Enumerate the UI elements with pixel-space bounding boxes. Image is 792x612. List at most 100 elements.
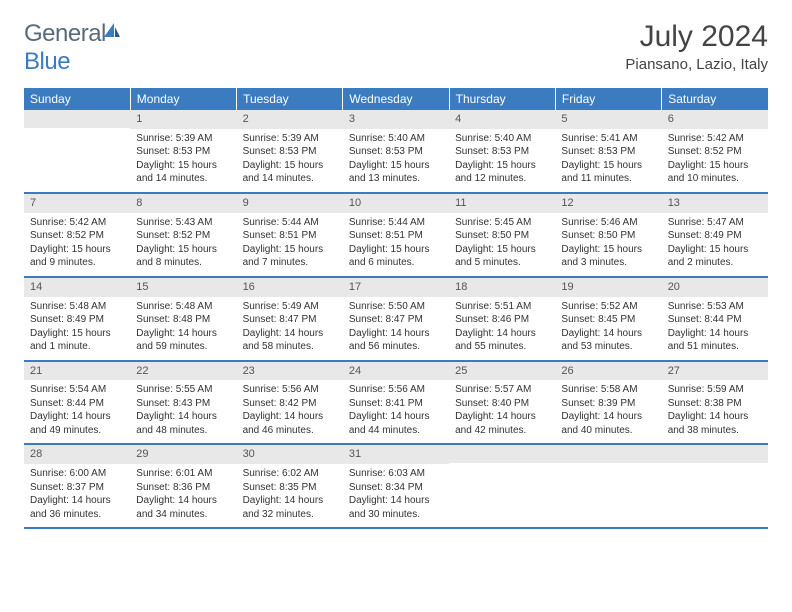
day-number: 12: [555, 194, 661, 213]
sunset-text: Sunset: 8:38 PM: [668, 397, 762, 411]
daylight-text-1: Daylight: 14 hours: [243, 410, 337, 424]
daylight-text-1: Daylight: 14 hours: [561, 327, 655, 341]
sunrise-text: Sunrise: 6:00 AM: [30, 467, 124, 481]
daylight-text-2: and 5 minutes.: [455, 256, 549, 270]
day-body: Sunrise: 5:57 AMSunset: 8:40 PMDaylight:…: [449, 380, 555, 443]
day-header: Saturday: [662, 88, 768, 110]
sunset-text: Sunset: 8:53 PM: [136, 145, 230, 159]
sunrise-text: Sunrise: 5:39 AM: [136, 132, 230, 146]
sunset-text: Sunset: 8:42 PM: [243, 397, 337, 411]
daylight-text-1: Daylight: 15 hours: [561, 243, 655, 257]
daylight-text-1: Daylight: 14 hours: [136, 327, 230, 341]
sunset-text: Sunset: 8:34 PM: [349, 481, 443, 495]
daylight-text-2: and 32 minutes.: [243, 508, 337, 522]
day-header: Friday: [555, 88, 661, 110]
day-number-empty: [555, 445, 661, 463]
daylight-text-1: Daylight: 15 hours: [30, 327, 124, 341]
calendar-day-cell: 25Sunrise: 5:57 AMSunset: 8:40 PMDayligh…: [449, 361, 555, 445]
calendar-day-cell: 29Sunrise: 6:01 AMSunset: 8:36 PMDayligh…: [130, 444, 236, 528]
sunrise-text: Sunrise: 5:54 AM: [30, 383, 124, 397]
daylight-text-1: Daylight: 15 hours: [668, 159, 762, 173]
daylight-text-2: and 46 minutes.: [243, 424, 337, 438]
day-number: 28: [24, 445, 130, 464]
day-body: Sunrise: 6:02 AMSunset: 8:35 PMDaylight:…: [237, 464, 343, 527]
day-header: Sunday: [24, 88, 130, 110]
sunrise-text: Sunrise: 5:40 AM: [349, 132, 443, 146]
day-body: Sunrise: 5:50 AMSunset: 8:47 PMDaylight:…: [343, 297, 449, 360]
sunrise-text: Sunrise: 6:02 AM: [243, 467, 337, 481]
sunset-text: Sunset: 8:48 PM: [136, 313, 230, 327]
title-block: July 2024 Piansano, Lazio, Italy: [625, 20, 768, 73]
day-body: Sunrise: 5:46 AMSunset: 8:50 PMDaylight:…: [555, 213, 661, 276]
day-number-empty: [449, 445, 555, 463]
day-number: 25: [449, 362, 555, 381]
sunrise-text: Sunrise: 5:46 AM: [561, 216, 655, 230]
calendar-day-cell: 12Sunrise: 5:46 AMSunset: 8:50 PMDayligh…: [555, 193, 661, 277]
day-body: Sunrise: 6:03 AMSunset: 8:34 PMDaylight:…: [343, 464, 449, 527]
daylight-text-1: Daylight: 14 hours: [30, 494, 124, 508]
day-body-empty: [449, 463, 555, 521]
sunset-text: Sunset: 8:51 PM: [349, 229, 443, 243]
calendar-day-cell: 22Sunrise: 5:55 AMSunset: 8:43 PMDayligh…: [130, 361, 236, 445]
calendar-day-cell: 6Sunrise: 5:42 AMSunset: 8:52 PMDaylight…: [662, 110, 768, 193]
daylight-text-2: and 14 minutes.: [243, 172, 337, 186]
daylight-text-1: Daylight: 14 hours: [455, 410, 549, 424]
day-number: 23: [237, 362, 343, 381]
calendar-day-cell: 30Sunrise: 6:02 AMSunset: 8:35 PMDayligh…: [237, 444, 343, 528]
calendar-day-cell: 24Sunrise: 5:56 AMSunset: 8:41 PMDayligh…: [343, 361, 449, 445]
calendar-day-cell: [449, 444, 555, 528]
daylight-text-1: Daylight: 14 hours: [136, 494, 230, 508]
calendar-day-cell: 14Sunrise: 5:48 AMSunset: 8:49 PMDayligh…: [24, 277, 130, 361]
sunset-text: Sunset: 8:41 PM: [349, 397, 443, 411]
calendar-day-cell: 4Sunrise: 5:40 AMSunset: 8:53 PMDaylight…: [449, 110, 555, 193]
day-body: Sunrise: 5:58 AMSunset: 8:39 PMDaylight:…: [555, 380, 661, 443]
day-body: Sunrise: 5:40 AMSunset: 8:53 PMDaylight:…: [343, 129, 449, 192]
calendar-day-cell: 15Sunrise: 5:48 AMSunset: 8:48 PMDayligh…: [130, 277, 236, 361]
daylight-text-1: Daylight: 14 hours: [561, 410, 655, 424]
sunrise-text: Sunrise: 5:49 AM: [243, 300, 337, 314]
day-body: Sunrise: 5:52 AMSunset: 8:45 PMDaylight:…: [555, 297, 661, 360]
sunrise-text: Sunrise: 6:01 AM: [136, 467, 230, 481]
calendar-day-cell: 1Sunrise: 5:39 AMSunset: 8:53 PMDaylight…: [130, 110, 236, 193]
day-body: Sunrise: 5:55 AMSunset: 8:43 PMDaylight:…: [130, 380, 236, 443]
daylight-text-1: Daylight: 14 hours: [668, 327, 762, 341]
day-body: Sunrise: 5:48 AMSunset: 8:48 PMDaylight:…: [130, 297, 236, 360]
day-body: Sunrise: 6:01 AMSunset: 8:36 PMDaylight:…: [130, 464, 236, 527]
calendar-day-cell: 11Sunrise: 5:45 AMSunset: 8:50 PMDayligh…: [449, 193, 555, 277]
daylight-text-2: and 40 minutes.: [561, 424, 655, 438]
daylight-text-1: Daylight: 14 hours: [455, 327, 549, 341]
day-number: 29: [130, 445, 236, 464]
sunset-text: Sunset: 8:49 PM: [668, 229, 762, 243]
calendar-day-cell: 31Sunrise: 6:03 AMSunset: 8:34 PMDayligh…: [343, 444, 449, 528]
daylight-text-1: Daylight: 15 hours: [136, 243, 230, 257]
calendar-week-row: 28Sunrise: 6:00 AMSunset: 8:37 PMDayligh…: [24, 444, 768, 528]
day-number: 3: [343, 110, 449, 129]
day-body: Sunrise: 5:59 AMSunset: 8:38 PMDaylight:…: [662, 380, 768, 443]
day-number-empty: [24, 110, 130, 128]
day-number: 15: [130, 278, 236, 297]
daylight-text-2: and 36 minutes.: [30, 508, 124, 522]
calendar-week-row: 14Sunrise: 5:48 AMSunset: 8:49 PMDayligh…: [24, 277, 768, 361]
day-number: 20: [662, 278, 768, 297]
calendar-day-cell: 28Sunrise: 6:00 AMSunset: 8:37 PMDayligh…: [24, 444, 130, 528]
daylight-text-1: Daylight: 15 hours: [455, 243, 549, 257]
daylight-text-1: Daylight: 15 hours: [349, 243, 443, 257]
calendar-day-cell: 13Sunrise: 5:47 AMSunset: 8:49 PMDayligh…: [662, 193, 768, 277]
sunset-text: Sunset: 8:50 PM: [561, 229, 655, 243]
day-body: Sunrise: 5:43 AMSunset: 8:52 PMDaylight:…: [130, 213, 236, 276]
day-body: Sunrise: 5:54 AMSunset: 8:44 PMDaylight:…: [24, 380, 130, 443]
calendar-day-cell: 27Sunrise: 5:59 AMSunset: 8:38 PMDayligh…: [662, 361, 768, 445]
sunset-text: Sunset: 8:52 PM: [668, 145, 762, 159]
calendar-day-cell: 5Sunrise: 5:41 AMSunset: 8:53 PMDaylight…: [555, 110, 661, 193]
daylight-text-2: and 53 minutes.: [561, 340, 655, 354]
sunset-text: Sunset: 8:44 PM: [668, 313, 762, 327]
sunrise-text: Sunrise: 6:03 AM: [349, 467, 443, 481]
sunset-text: Sunset: 8:52 PM: [30, 229, 124, 243]
calendar-day-cell: 21Sunrise: 5:54 AMSunset: 8:44 PMDayligh…: [24, 361, 130, 445]
day-body: Sunrise: 5:48 AMSunset: 8:49 PMDaylight:…: [24, 297, 130, 360]
daylight-text-1: Daylight: 14 hours: [349, 494, 443, 508]
calendar-day-cell: 20Sunrise: 5:53 AMSunset: 8:44 PMDayligh…: [662, 277, 768, 361]
day-number: 24: [343, 362, 449, 381]
sunset-text: Sunset: 8:46 PM: [455, 313, 549, 327]
day-number: 11: [449, 194, 555, 213]
